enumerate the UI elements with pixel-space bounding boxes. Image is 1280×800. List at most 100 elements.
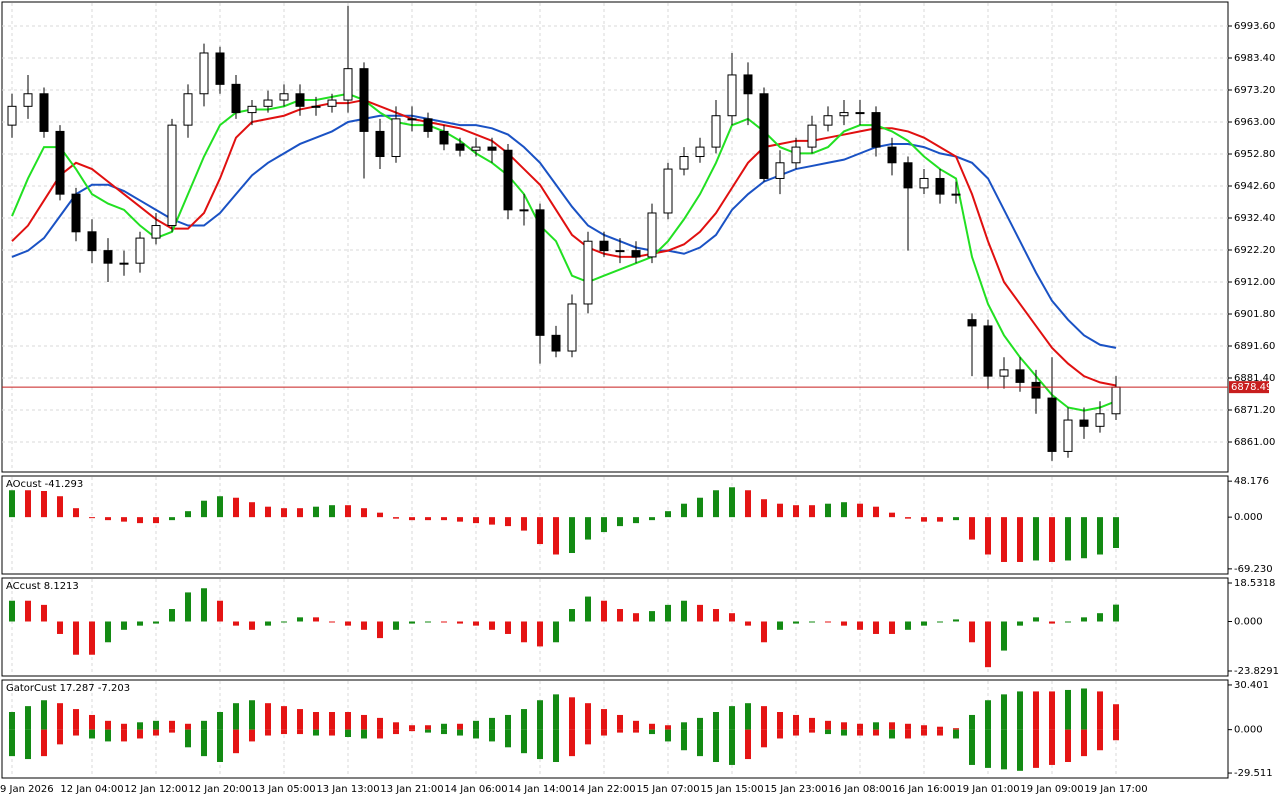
gator-bar (985, 729, 991, 768)
x-tick-label: 14 Jan 06:00 (444, 784, 507, 795)
candle-body (1095, 413, 1105, 427)
histogram-bar (345, 621, 351, 626)
histogram-bar (361, 508, 367, 518)
candle-body (999, 369, 1009, 377)
candle-body (887, 146, 897, 164)
histogram-bar (409, 621, 415, 624)
candle-body (7, 105, 17, 126)
y-tick-label: 0.000 (1234, 616, 1263, 627)
histogram-bar (361, 621, 367, 630)
histogram-bar (905, 621, 911, 630)
histogram-bar (57, 496, 63, 518)
histogram-bar (937, 621, 943, 623)
gator-bar (1001, 729, 1007, 770)
gator-bar (697, 729, 703, 757)
gator-bar (121, 723, 127, 730)
histogram-bar (553, 517, 559, 555)
indicator-title: ACcust 8.1213 (6, 581, 79, 592)
gator-bar (505, 729, 511, 748)
candle-body (295, 93, 305, 107)
histogram-bar (297, 617, 303, 622)
candle-body (951, 193, 961, 196)
histogram-bar (1017, 621, 1023, 626)
moving-average-line (11, 114, 1117, 349)
gator-bar (857, 723, 863, 730)
histogram-bar (857, 621, 863, 630)
gator-bar (665, 729, 671, 742)
candle-body (327, 99, 337, 107)
gator-bar (329, 712, 335, 730)
candle-body (71, 193, 81, 233)
histogram-bar (89, 621, 95, 655)
gator-bar (1081, 729, 1087, 757)
histogram-bar (105, 517, 111, 521)
histogram-bar (441, 517, 447, 521)
y-tick-label: 18.5318 (1234, 578, 1275, 589)
histogram-bar (553, 621, 559, 643)
histogram-bar (649, 611, 655, 622)
gator-bar (841, 722, 847, 730)
gator-bar (937, 729, 943, 736)
histogram-bar (153, 621, 159, 624)
price-label-box (1229, 381, 1269, 394)
histogram-bar (409, 517, 415, 521)
histogram-bar (249, 502, 255, 518)
gator-bar (441, 723, 447, 730)
gator-bar (841, 729, 847, 736)
gator-bar (345, 729, 351, 738)
candle-body (279, 93, 289, 101)
histogram-bar (73, 621, 79, 655)
histogram-bar (393, 517, 399, 519)
gator-bar (1065, 729, 1071, 763)
gator-bar (761, 729, 767, 748)
histogram-bar (521, 517, 527, 531)
histogram-bar (57, 621, 63, 634)
y-tick-label: -23.8291 (1234, 666, 1279, 677)
histogram-bar (537, 517, 543, 545)
gator-bar (1113, 704, 1119, 730)
histogram-bar (713, 490, 719, 518)
candle-body (87, 231, 97, 252)
gator-bar (457, 723, 463, 730)
candle-body (1015, 369, 1025, 383)
y-tick-label: 6993.60 (1234, 21, 1275, 32)
gator-bar (41, 729, 47, 757)
candle-body (695, 146, 705, 158)
histogram-bar (873, 506, 879, 518)
histogram-bar (489, 621, 495, 630)
histogram-bar (297, 508, 303, 518)
y-tick-label: 6912.00 (1234, 277, 1275, 288)
x-tick-label: 12 Jan 12:00 (124, 784, 187, 795)
gator-bar (1097, 729, 1103, 751)
y-tick-label: 6932.40 (1234, 213, 1275, 224)
gator-bar (57, 729, 63, 745)
gator-bar (473, 720, 479, 730)
histogram-bar (121, 621, 127, 630)
histogram-bar (889, 621, 895, 634)
gator-bar (681, 729, 687, 751)
candle-body (599, 240, 609, 252)
x-tick-label: 15 Jan 23:00 (764, 784, 827, 795)
histogram-bar (489, 517, 495, 525)
histogram-bar (969, 621, 975, 643)
x-tick-label: 19 Jan 01:00 (956, 784, 1019, 795)
y-tick-label: 6891.60 (1234, 341, 1275, 352)
panel-frame (1, 1, 1229, 473)
gator-bar (585, 703, 591, 730)
moving-average-line (11, 92, 1117, 412)
x-tick-label: 16 Jan 08:00 (828, 784, 891, 795)
candle-body (359, 68, 369, 132)
gator-bar (393, 722, 399, 730)
histogram-bar (121, 517, 127, 522)
gator-bar (329, 729, 335, 736)
gator-bar (425, 725, 431, 730)
histogram-bar (25, 600, 31, 622)
histogram-bar (153, 517, 159, 524)
gator-bar (713, 729, 719, 763)
gator-bar (185, 723, 191, 730)
histogram-bar (73, 508, 79, 518)
gator-bar (489, 717, 495, 730)
candle-body (919, 177, 929, 189)
y-tick-label: 6881.40 (1234, 373, 1275, 384)
gator-bar (537, 700, 543, 730)
